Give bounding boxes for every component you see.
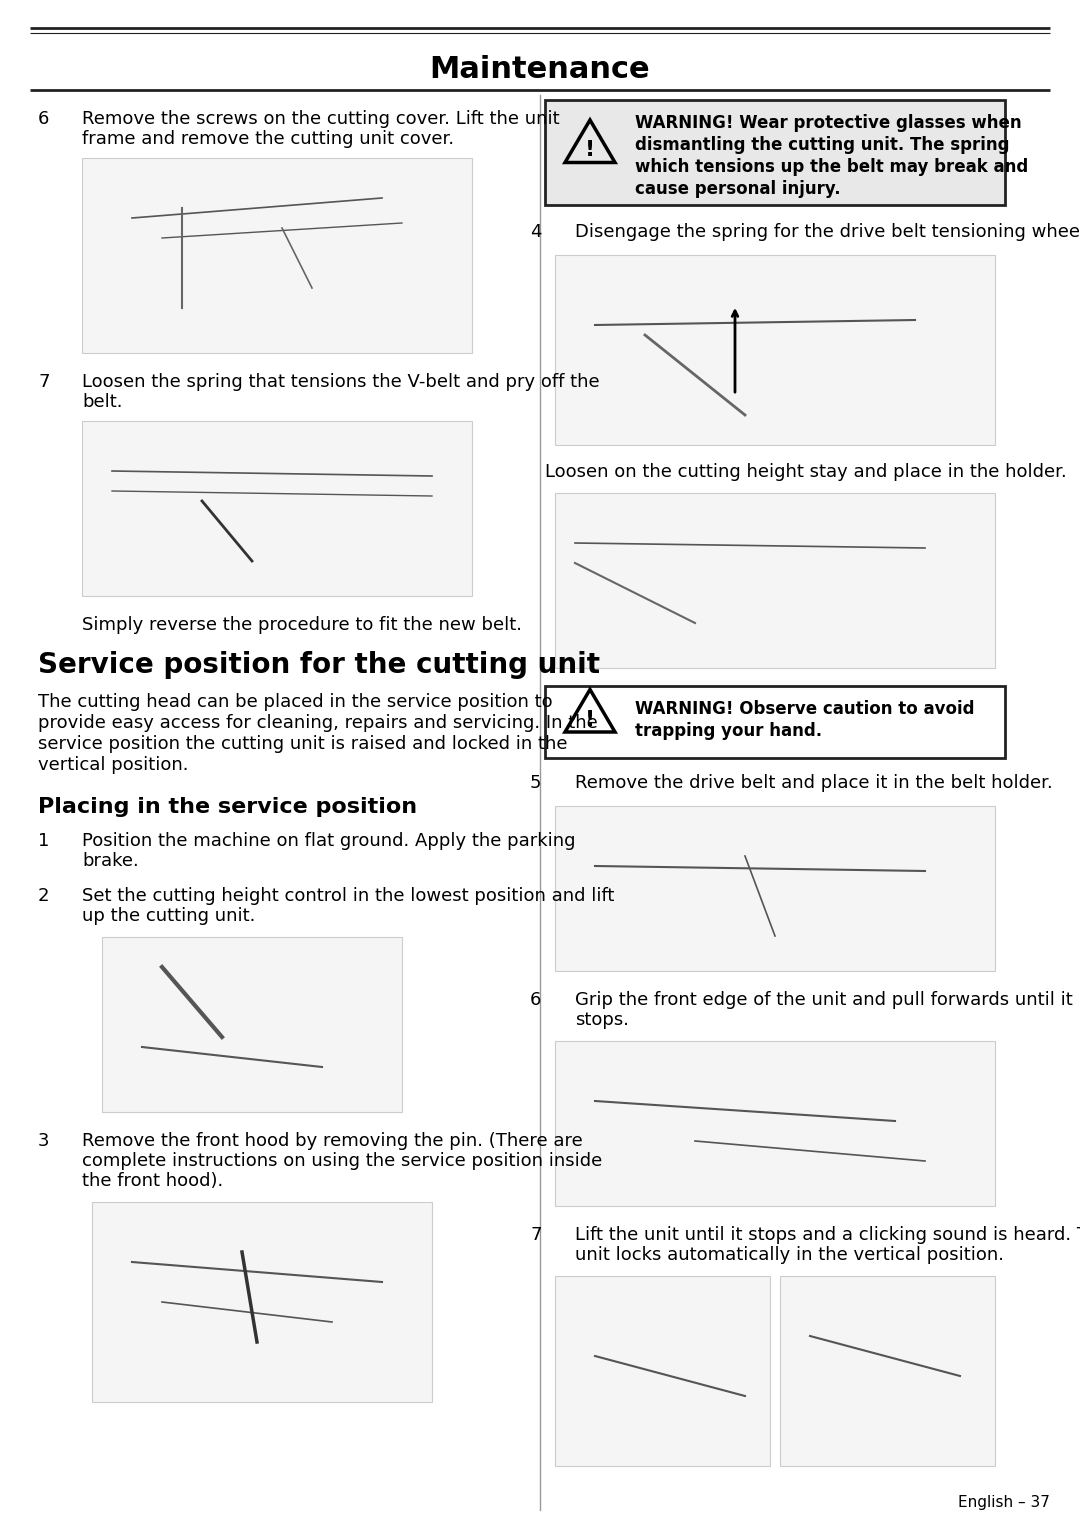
Text: Grip the front edge of the unit and pull forwards until it: Grip the front edge of the unit and pull… [575,992,1072,1008]
Bar [555,1041,995,1206]
Text: WARNING! Observe caution to avoid: WARNING! Observe caution to avoid [635,700,974,718]
Bar [82,157,472,353]
Text: Lift the unit until it stops and a clicking sound is heard. The: Lift the unit until it stops and a click… [575,1225,1080,1244]
Bar [780,1276,995,1465]
Text: WARNING! Wear protective glasses when: WARNING! Wear protective glasses when [635,115,1022,131]
Text: complete instructions on using the service position inside: complete instructions on using the servi… [82,1152,603,1170]
Text: English – 37: English – 37 [958,1494,1050,1510]
Text: 7: 7 [530,1225,541,1244]
Text: 2: 2 [38,886,50,905]
Text: Disengage the spring for the drive belt tensioning wheel.: Disengage the spring for the drive belt … [575,223,1080,241]
Text: Remove the screws on the cutting cover. Lift the unit: Remove the screws on the cutting cover. … [82,110,559,128]
Text: The cutting head can be placed in the service position to: The cutting head can be placed in the se… [38,694,553,711]
Text: unit locks automatically in the vertical position.: unit locks automatically in the vertical… [575,1245,1004,1264]
Bar [545,99,1005,205]
Bar [555,255,995,445]
Bar [555,1276,770,1465]
Text: Loosen the spring that tensions the V-belt and pry off the: Loosen the spring that tensions the V-be… [82,373,599,391]
Text: frame and remove the cutting unit cover.: frame and remove the cutting unit cover. [82,130,454,148]
Bar [102,937,402,1112]
Text: dismantling the cutting unit. The spring: dismantling the cutting unit. The spring [635,136,1010,154]
Text: Position the machine on flat ground. Apply the parking: Position the machine on flat ground. App… [82,833,576,850]
Text: 6: 6 [530,992,541,1008]
Text: Remove the drive belt and place it in the belt holder.: Remove the drive belt and place it in th… [575,775,1053,792]
Text: brake.: brake. [82,853,138,869]
Text: 4: 4 [530,223,541,241]
Text: the front hood).: the front hood). [82,1172,224,1190]
Text: 6: 6 [38,110,50,128]
Text: up the cutting unit.: up the cutting unit. [82,908,255,924]
Text: 3: 3 [38,1132,50,1151]
Text: Loosen on the cutting height stay and place in the holder.: Loosen on the cutting height stay and pl… [545,463,1067,481]
Bar [555,805,995,970]
Text: belt.: belt. [82,393,122,411]
Text: Simply reverse the procedure to fit the new belt.: Simply reverse the procedure to fit the … [82,616,522,634]
Bar [92,1203,432,1403]
Bar [545,686,1005,758]
Text: Placing in the service position: Placing in the service position [38,798,417,817]
Text: cause personal injury.: cause personal injury. [635,180,840,199]
Text: service position the cutting unit is raised and locked in the: service position the cutting unit is rai… [38,735,567,753]
Text: !: ! [585,141,595,160]
Text: Maintenance: Maintenance [430,55,650,84]
Text: which tensions up the belt may break and: which tensions up the belt may break and [635,157,1028,176]
Text: 1: 1 [38,833,50,850]
Text: !: ! [585,709,595,729]
Text: vertical position.: vertical position. [38,756,189,775]
Bar [82,422,472,596]
Text: Remove the front hood by removing the pin. (There are: Remove the front hood by removing the pi… [82,1132,583,1151]
Text: 5: 5 [530,775,541,792]
Text: stops.: stops. [575,1012,629,1028]
Text: Set the cutting height control in the lowest position and lift: Set the cutting height control in the lo… [82,886,615,905]
Text: trapping your hand.: trapping your hand. [635,723,822,740]
Text: provide easy access for cleaning, repairs and servicing. In the: provide easy access for cleaning, repair… [38,714,597,732]
Text: 7: 7 [38,373,50,391]
Bar [555,494,995,668]
Text: Service position for the cutting unit: Service position for the cutting unit [38,651,600,678]
